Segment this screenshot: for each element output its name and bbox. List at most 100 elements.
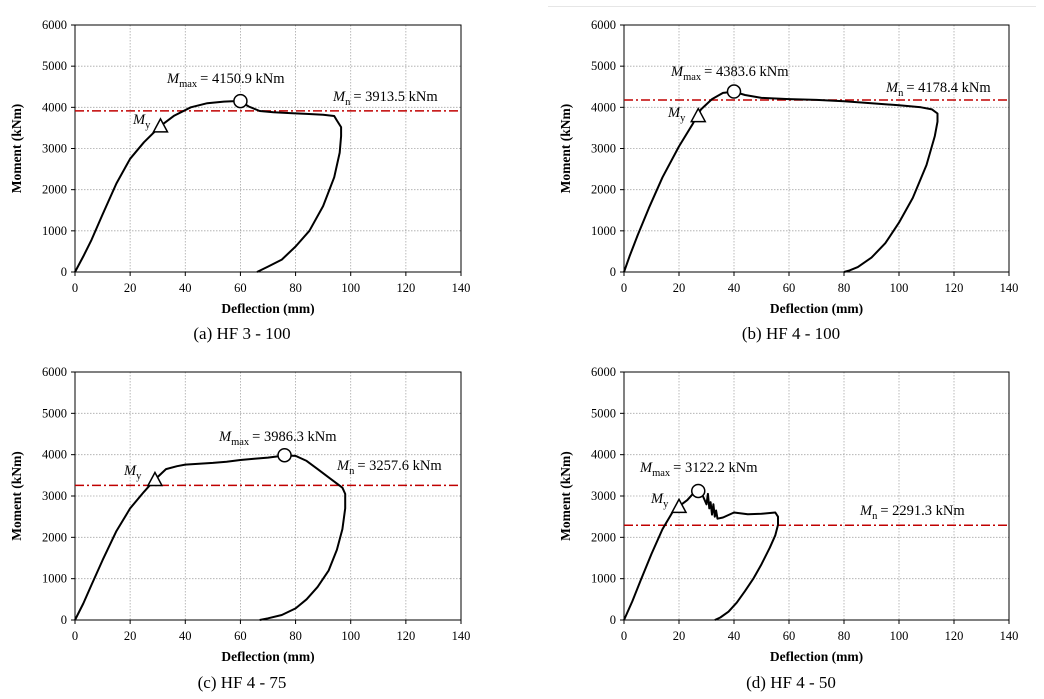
max-moment-marker: [691, 483, 706, 499]
chart-panel-1: 0 20 40 60 80 100 120 140 0 1000 2000 3000 4000 5000 6…: [558, 18, 1018, 343]
x-tick-label: 80: [838, 629, 851, 643]
y-tick-label: 2000: [42, 183, 67, 197]
y-tick-label: 4000: [591, 448, 616, 462]
yield-moment-annotation: My: [123, 463, 142, 482]
y-tick-label: 0: [610, 613, 616, 627]
x-tick-label: 60: [783, 629, 796, 643]
yield-marker: [689, 106, 707, 123]
yield-marker: [670, 497, 688, 514]
x-tick-label: 100: [890, 629, 909, 643]
x-tick-label: 0: [72, 281, 78, 295]
max-moment-annotation-subscript: max: [179, 79, 198, 90]
moment-deflection-curve: [74, 100, 343, 273]
x-axis-title: Deflection (mm): [221, 649, 314, 664]
max-moment-marker: [233, 93, 248, 109]
yield-moment-annotation-subscript: y: [136, 471, 142, 482]
x-tick-label: 20: [124, 281, 137, 295]
yield-marker: [152, 117, 169, 133]
yield-moment-annotation-subscript: y: [663, 499, 669, 510]
yield-moment-annotation: My: [650, 491, 669, 510]
y-tick-label: 1000: [42, 224, 67, 238]
y-tick-label: 6000: [42, 365, 67, 379]
yield-moment-annotation-subscript: y: [145, 120, 151, 131]
nominal-moment-annotation: Mn = 4178.4 kNm: [885, 80, 991, 99]
x-tick-label: 120: [396, 629, 415, 643]
max-moment-annotation-symbol: M: [670, 64, 684, 80]
x-axis-title: Deflection (mm): [770, 301, 863, 316]
y-tick-label: 4000: [42, 448, 67, 462]
moment-deflection-curve: [74, 454, 347, 621]
chart-panel-2: 0 20 40 60 80 100 120 140 0 1000 2000 3000 4000 5000 6…: [9, 365, 470, 692]
x-tick-label: 0: [72, 629, 78, 643]
max-moment-marker: [277, 447, 292, 463]
x-tick-label: 20: [673, 281, 686, 295]
y-axis-title: Moment (kNm): [558, 104, 573, 194]
max-moment-annotation-value: = 4150.9 kNm: [200, 71, 285, 87]
max-moment-annotation-symbol: M: [166, 71, 180, 87]
nominal-moment-annotation-value: = 4178.4 kNm: [906, 80, 991, 96]
nominal-moment-annotation: Mn = 3257.6 kNm: [336, 458, 442, 477]
max-moment-annotation-value: = 3986.3 kNm: [252, 429, 337, 445]
x-tick-label: 140: [1000, 281, 1019, 295]
yield-moment-annotation-symbol: M: [650, 491, 664, 507]
y-tick-label: 0: [61, 265, 67, 279]
moment-deflection-curve: [623, 90, 939, 273]
x-tick-label: 0: [621, 281, 627, 295]
y-tick-label: 1000: [591, 572, 616, 586]
moment-deflection-curve: [623, 490, 779, 621]
nominal-moment-annotation-subscript: n: [898, 88, 904, 99]
nominal-moment-annotation: Mn = 3913.5 kNm: [332, 89, 438, 108]
y-tick-label: 0: [61, 613, 67, 627]
y-tick-label: 5000: [42, 59, 67, 73]
y-tick-label: 5000: [591, 406, 616, 420]
x-tick-label: 20: [673, 629, 686, 643]
y-tick-label: 1000: [591, 224, 616, 238]
max-moment-marker: [726, 84, 742, 99]
x-tick-label: 120: [945, 629, 964, 643]
y-tick-label: 4000: [42, 100, 67, 114]
x-tick-label: 60: [783, 281, 796, 295]
chart-panel-0: 0 20 40 60 80 100 120 140 0 1000 2000 3000 4000 5000 6…: [9, 18, 470, 343]
max-moment-annotation: Mmax = 3986.3 kNm: [218, 429, 337, 448]
x-tick-label: 120: [396, 281, 415, 295]
nominal-moment-annotation: Mn = 2291.3 kNm: [859, 503, 965, 522]
yield-moment-annotation: My: [132, 112, 151, 131]
yield-moment-annotation-symbol: M: [123, 463, 137, 479]
top-rule: [548, 6, 1036, 7]
nominal-moment-annotation-symbol: M: [859, 503, 873, 519]
panel-caption: (d) HF 4 - 50: [746, 673, 836, 692]
y-tick-label: 5000: [42, 406, 67, 420]
max-moment-annotation-value: = 3122.2 kNm: [673, 460, 758, 476]
max-moment-annotation-value: = 4383.6 kNm: [704, 64, 789, 80]
y-tick-label: 3000: [591, 142, 616, 156]
nominal-moment-annotation-subscript: n: [872, 511, 878, 522]
x-tick-label: 100: [341, 281, 360, 295]
y-tick-label: 3000: [42, 489, 67, 503]
y-axis-title: Moment (kNm): [558, 451, 573, 541]
x-tick-label: 80: [289, 281, 302, 295]
nominal-moment-annotation-symbol: M: [332, 89, 346, 105]
max-moment-annotation-symbol: M: [218, 429, 232, 445]
max-moment-annotation-subscript: max: [231, 437, 250, 448]
yield-moment-annotation-symbol: M: [132, 112, 146, 128]
nominal-moment-annotation-symbol: M: [885, 80, 899, 96]
nominal-moment-annotation-value: = 3913.5 kNm: [353, 89, 438, 105]
max-moment-annotation: Mmax = 3122.2 kNm: [639, 460, 758, 479]
x-tick-label: 80: [838, 281, 851, 295]
y-tick-label: 6000: [591, 18, 616, 32]
y-tick-label: 6000: [591, 365, 616, 379]
panel-caption: (c) HF 4 - 75: [198, 673, 287, 692]
y-tick-label: 5000: [591, 59, 616, 73]
yield-moment-annotation-symbol: M: [667, 105, 681, 121]
x-axis-title: Deflection (mm): [770, 649, 863, 664]
y-tick-label: 4000: [591, 100, 616, 114]
y-tick-label: 0: [610, 265, 616, 279]
x-tick-label: 0: [621, 629, 627, 643]
panel-caption: (b) HF 4 - 100: [742, 324, 840, 343]
x-tick-label: 60: [234, 281, 247, 295]
panel-caption: (a) HF 3 - 100: [193, 324, 290, 343]
y-tick-label: 3000: [42, 142, 67, 156]
x-axis-title: Deflection (mm): [221, 301, 314, 316]
y-axis-title: Moment (kNm): [9, 451, 24, 541]
